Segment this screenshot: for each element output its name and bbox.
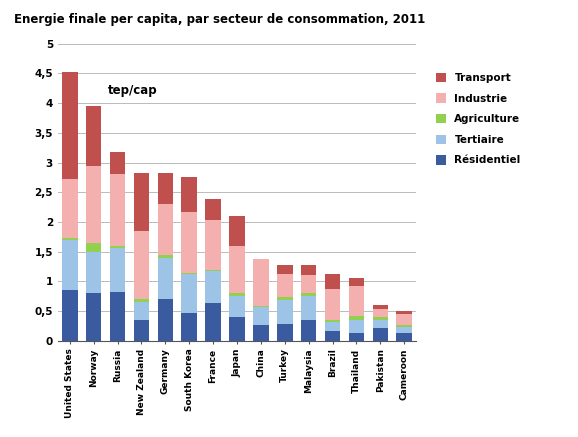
Bar <box>134 320 149 341</box>
Bar <box>62 240 77 290</box>
Bar <box>325 331 340 341</box>
Bar <box>134 302 149 320</box>
Bar <box>110 152 125 174</box>
Bar <box>277 274 292 298</box>
Bar <box>134 299 149 302</box>
Bar <box>134 231 149 299</box>
Bar <box>325 274 340 289</box>
Bar <box>86 293 101 341</box>
Bar <box>205 270 221 271</box>
Bar <box>110 247 125 292</box>
Bar <box>229 246 244 293</box>
Bar <box>301 265 316 275</box>
Bar <box>253 306 269 307</box>
Bar <box>86 243 101 252</box>
Bar <box>253 259 269 306</box>
Bar <box>181 212 197 273</box>
Bar <box>373 320 388 328</box>
Bar <box>62 290 77 341</box>
Bar <box>349 278 364 286</box>
Bar <box>62 72 77 179</box>
Bar <box>205 271 221 303</box>
Bar <box>301 296 316 320</box>
Bar <box>86 166 101 243</box>
Bar <box>397 313 412 326</box>
Bar <box>86 252 101 293</box>
Bar <box>373 305 388 309</box>
Bar <box>397 327 412 333</box>
Bar <box>205 220 221 270</box>
Bar <box>253 325 269 341</box>
Bar <box>325 320 340 322</box>
Bar <box>158 173 173 204</box>
Bar <box>277 301 292 324</box>
Bar <box>62 179 77 238</box>
Bar <box>158 255 173 258</box>
Bar <box>373 309 388 317</box>
Bar <box>277 324 292 341</box>
Bar <box>158 299 173 341</box>
Bar <box>373 328 388 341</box>
Bar <box>205 199 221 220</box>
Bar <box>158 258 173 299</box>
Bar <box>86 106 101 166</box>
Bar <box>301 293 316 296</box>
Bar <box>397 311 412 313</box>
Bar <box>349 320 364 333</box>
Bar <box>229 296 244 317</box>
Bar <box>181 313 197 341</box>
Bar <box>181 273 197 274</box>
Bar <box>277 298 292 301</box>
Bar <box>62 238 77 240</box>
Bar <box>301 275 316 293</box>
Bar <box>229 293 244 296</box>
Bar <box>349 333 364 341</box>
Bar <box>158 204 173 255</box>
Bar <box>229 216 244 246</box>
Bar <box>181 177 197 212</box>
Bar <box>134 173 149 231</box>
Bar <box>205 303 221 341</box>
Bar <box>301 320 316 341</box>
Bar <box>277 265 292 274</box>
Text: tep/cap: tep/cap <box>108 84 158 97</box>
Text: Energie finale per capita, par secteur de consommation, 2011: Energie finale per capita, par secteur d… <box>14 13 425 26</box>
Bar <box>253 307 269 325</box>
Legend: Transport, Industrie, Agriculture, Tertiaire, Résidentiel: Transport, Industrie, Agriculture, Terti… <box>436 73 521 166</box>
Bar <box>349 316 364 320</box>
Bar <box>110 292 125 341</box>
Bar <box>397 333 412 341</box>
Bar <box>181 274 197 313</box>
Bar <box>229 317 244 341</box>
Bar <box>110 246 125 247</box>
Bar <box>110 174 125 246</box>
Bar <box>373 317 388 320</box>
Bar <box>325 289 340 320</box>
Bar <box>349 286 364 316</box>
Bar <box>325 322 340 331</box>
Bar <box>397 326 412 327</box>
